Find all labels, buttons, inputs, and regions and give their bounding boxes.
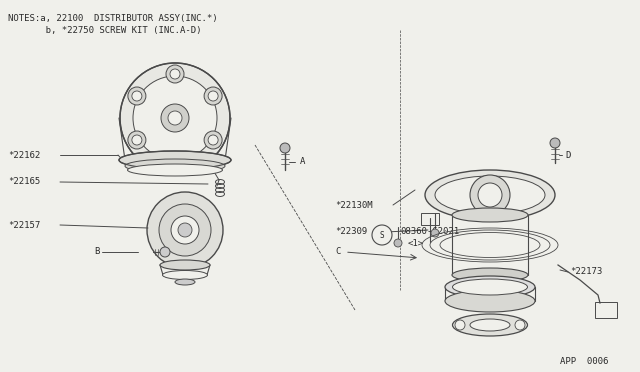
- Ellipse shape: [175, 279, 195, 285]
- Circle shape: [161, 104, 189, 132]
- Text: D: D: [565, 151, 570, 160]
- Circle shape: [166, 65, 184, 83]
- Text: C: C: [335, 247, 340, 257]
- Circle shape: [431, 229, 439, 237]
- Ellipse shape: [445, 290, 535, 312]
- Circle shape: [515, 320, 525, 330]
- Ellipse shape: [163, 270, 207, 279]
- Circle shape: [120, 63, 230, 173]
- Circle shape: [132, 135, 142, 145]
- Text: S: S: [380, 231, 384, 240]
- Text: b, *22750 SCREW KIT (INC.A-D): b, *22750 SCREW KIT (INC.A-D): [8, 26, 202, 35]
- Ellipse shape: [452, 279, 527, 295]
- Ellipse shape: [445, 276, 535, 298]
- Circle shape: [178, 223, 192, 237]
- Ellipse shape: [452, 314, 527, 336]
- Ellipse shape: [470, 319, 510, 331]
- Text: A: A: [300, 157, 305, 167]
- Circle shape: [128, 131, 146, 149]
- Circle shape: [168, 111, 182, 125]
- Circle shape: [166, 153, 184, 171]
- Ellipse shape: [425, 170, 555, 220]
- Circle shape: [394, 239, 402, 247]
- Circle shape: [170, 69, 180, 79]
- Ellipse shape: [125, 159, 225, 173]
- Text: *22130M: *22130M: [335, 201, 372, 209]
- Circle shape: [204, 131, 222, 149]
- FancyBboxPatch shape: [595, 302, 617, 318]
- FancyBboxPatch shape: [421, 213, 439, 225]
- Text: NOTES:a, 22100  DISTRIBUTOR ASSY(INC.*): NOTES:a, 22100 DISTRIBUTOR ASSY(INC.*): [8, 13, 218, 22]
- Ellipse shape: [452, 268, 528, 282]
- Text: *22173: *22173: [570, 267, 602, 276]
- Circle shape: [133, 76, 217, 160]
- Circle shape: [160, 247, 170, 257]
- Circle shape: [170, 157, 180, 167]
- Circle shape: [455, 320, 465, 330]
- Text: *22165: *22165: [8, 177, 40, 186]
- Circle shape: [208, 135, 218, 145]
- Circle shape: [128, 87, 146, 105]
- Ellipse shape: [119, 151, 231, 169]
- Ellipse shape: [452, 208, 528, 222]
- Circle shape: [204, 87, 222, 105]
- Text: 22179: 22179: [477, 321, 504, 330]
- Circle shape: [372, 225, 392, 245]
- Text: *22157: *22157: [8, 221, 40, 230]
- Circle shape: [478, 183, 502, 207]
- Circle shape: [550, 138, 560, 148]
- Ellipse shape: [127, 164, 223, 176]
- Circle shape: [147, 192, 223, 268]
- Circle shape: [470, 175, 510, 215]
- Text: *22309: *22309: [335, 228, 367, 237]
- Ellipse shape: [435, 176, 545, 214]
- Text: APP  0006: APP 0006: [560, 357, 609, 366]
- Circle shape: [132, 91, 142, 101]
- Text: <1>: <1>: [408, 240, 424, 248]
- Circle shape: [159, 204, 211, 256]
- Text: *22162: *22162: [8, 151, 40, 160]
- Circle shape: [280, 143, 290, 153]
- Circle shape: [208, 91, 218, 101]
- Circle shape: [171, 216, 199, 244]
- Text: 08360-62021: 08360-62021: [400, 228, 459, 237]
- Text: B: B: [95, 247, 100, 257]
- Ellipse shape: [160, 260, 210, 270]
